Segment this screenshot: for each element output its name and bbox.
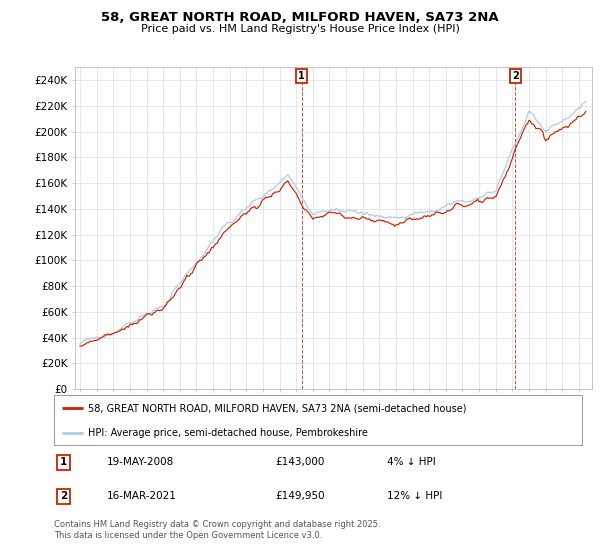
Text: 12% ↓ HPI: 12% ↓ HPI: [386, 491, 442, 501]
Text: 1: 1: [298, 71, 305, 81]
Text: £149,950: £149,950: [276, 491, 325, 501]
Text: 58, GREAT NORTH ROAD, MILFORD HAVEN, SA73 2NA: 58, GREAT NORTH ROAD, MILFORD HAVEN, SA7…: [101, 11, 499, 24]
Text: Contains HM Land Registry data © Crown copyright and database right 2025.
This d: Contains HM Land Registry data © Crown c…: [54, 520, 380, 540]
Text: 4% ↓ HPI: 4% ↓ HPI: [386, 457, 436, 467]
Text: 1: 1: [60, 457, 67, 467]
Text: HPI: Average price, semi-detached house, Pembrokeshire: HPI: Average price, semi-detached house,…: [88, 428, 368, 437]
Text: 19-MAY-2008: 19-MAY-2008: [107, 457, 174, 467]
Text: 2: 2: [512, 71, 518, 81]
Text: 16-MAR-2021: 16-MAR-2021: [107, 491, 176, 501]
Text: 58, GREAT NORTH ROAD, MILFORD HAVEN, SA73 2NA (semi-detached house): 58, GREAT NORTH ROAD, MILFORD HAVEN, SA7…: [88, 403, 467, 413]
Text: Price paid vs. HM Land Registry's House Price Index (HPI): Price paid vs. HM Land Registry's House …: [140, 24, 460, 34]
Text: 2: 2: [60, 491, 67, 501]
Text: £143,000: £143,000: [276, 457, 325, 467]
